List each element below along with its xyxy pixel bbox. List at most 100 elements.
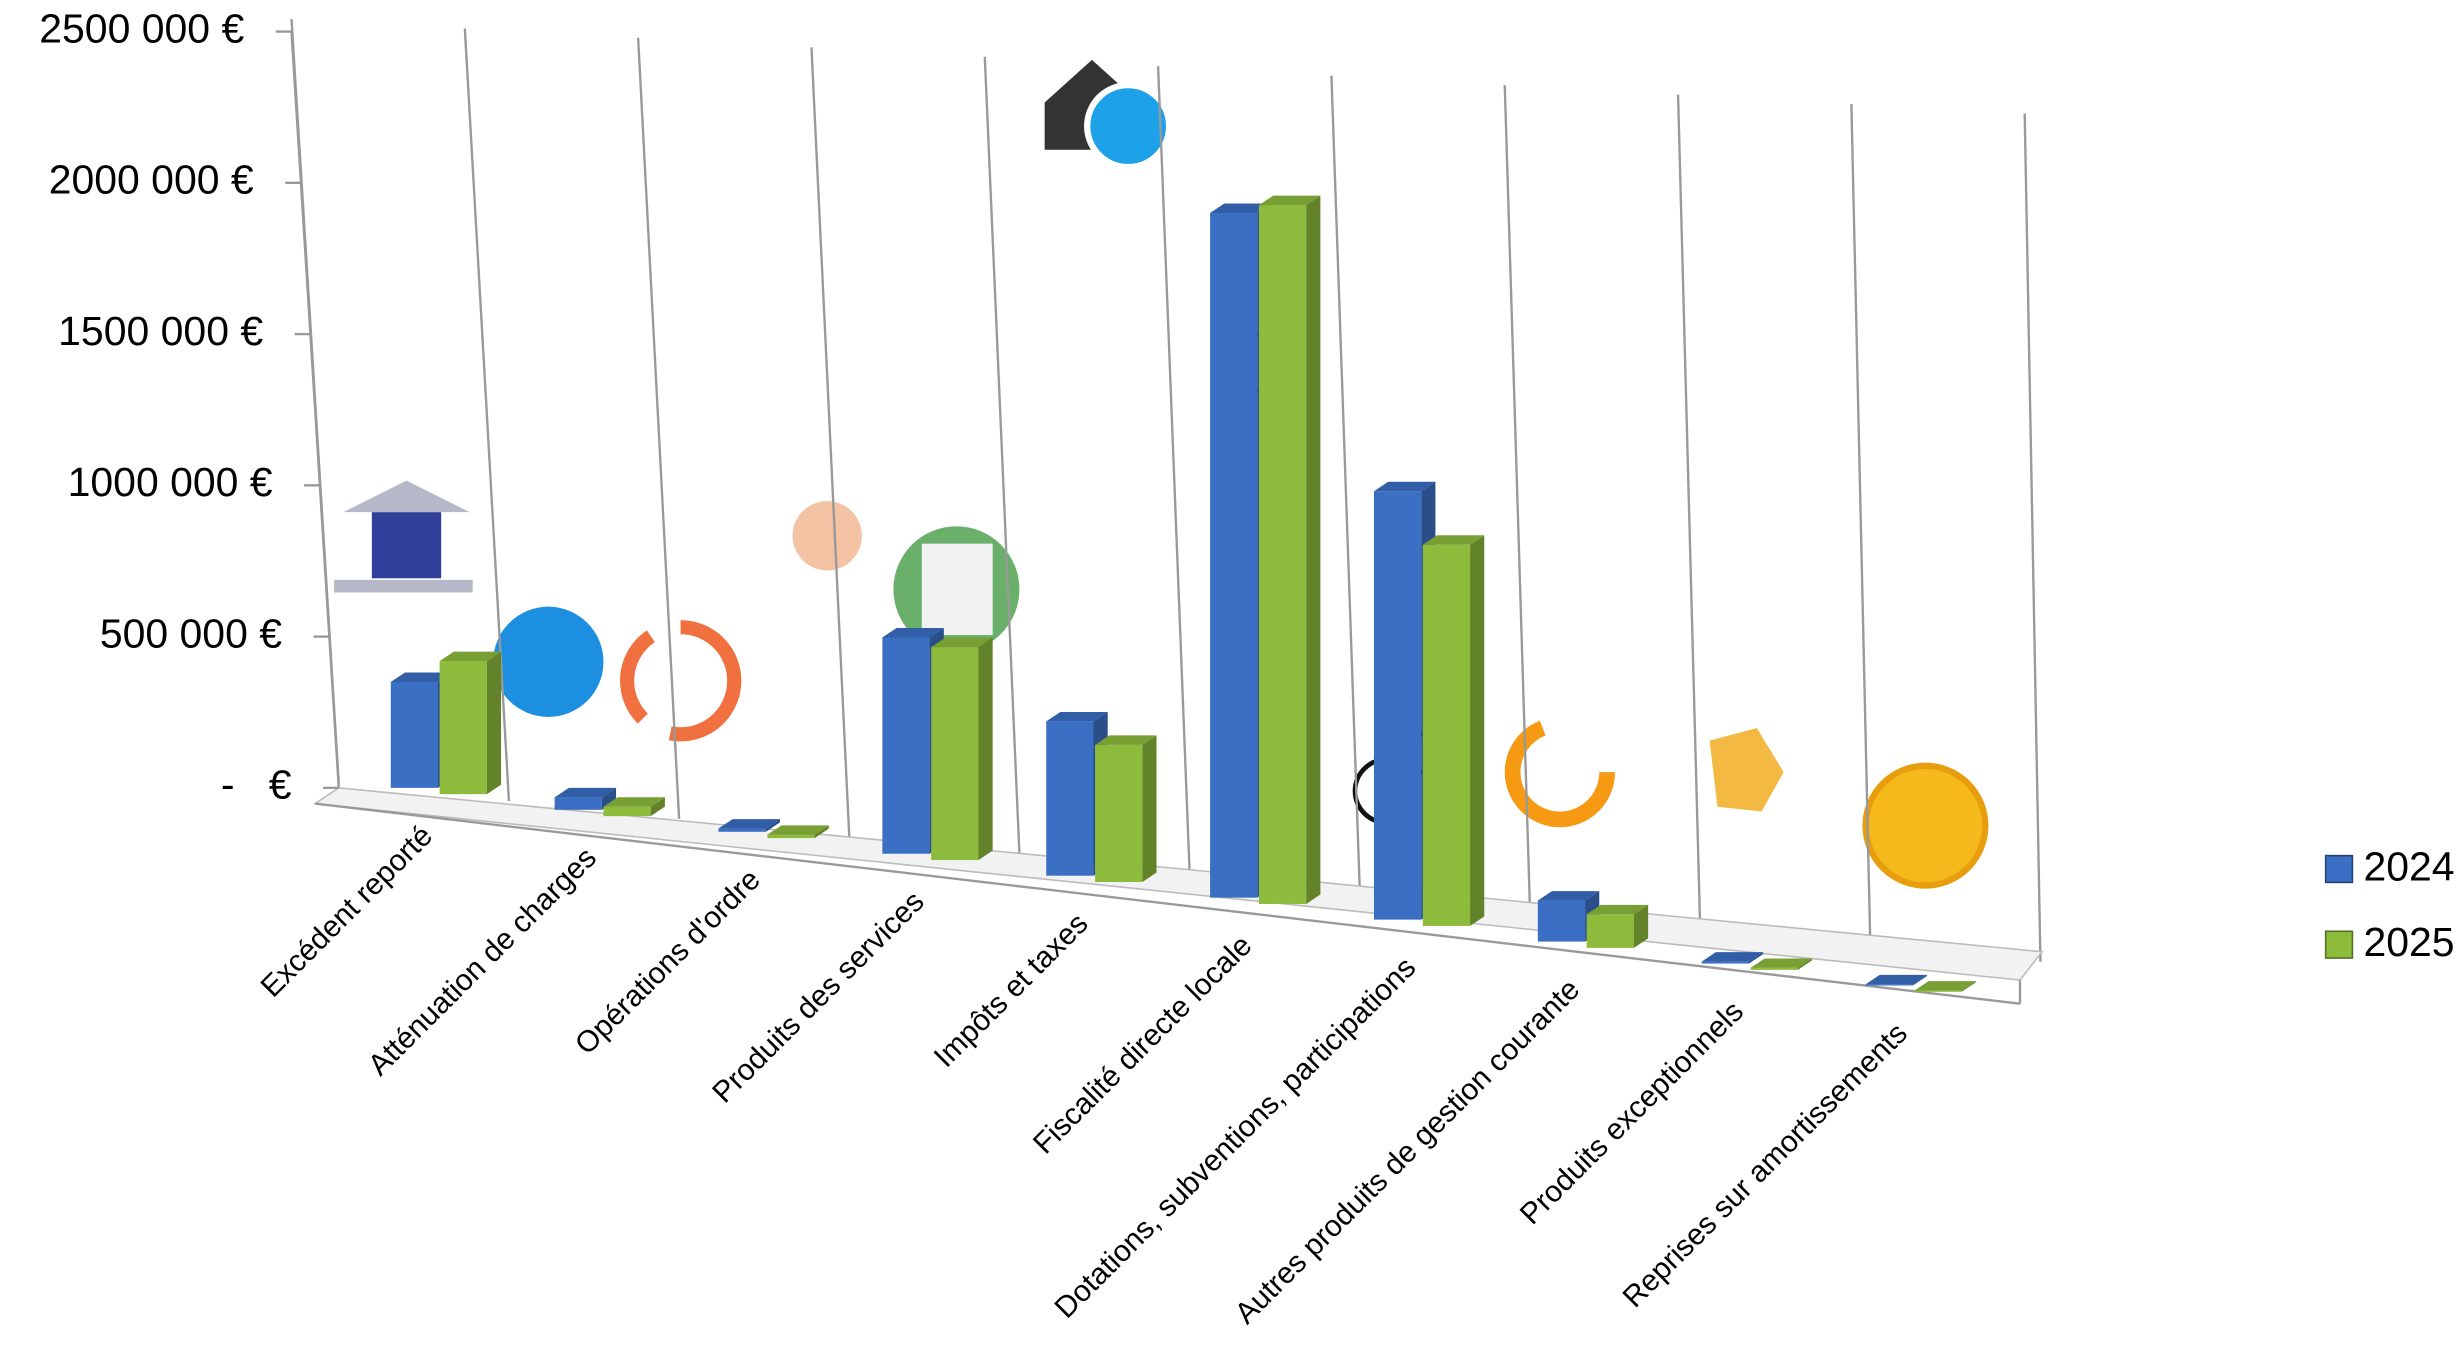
bar-side — [978, 637, 993, 861]
bar — [1095, 735, 1157, 883]
bar-top — [603, 797, 665, 807]
bar — [554, 787, 617, 810]
x-tick-label: Excédent reporté — [255, 819, 439, 1003]
bar-side — [601, 787, 617, 810]
bar-front — [1046, 721, 1094, 876]
bar-front — [767, 834, 815, 839]
y-axis — [290, 31, 340, 788]
icon-bank-base — [334, 579, 473, 593]
bar-top — [718, 819, 780, 829]
bar — [931, 637, 993, 861]
wall-line — [636, 37, 681, 819]
bar-top — [767, 825, 829, 835]
bar-front — [439, 661, 487, 795]
bar-front — [390, 681, 439, 788]
bar-side — [1633, 904, 1649, 948]
decorations — [334, 59, 1989, 889]
icon-exchange — [620, 620, 742, 742]
icon-people — [792, 501, 862, 571]
icon-house-coin — [1084, 81, 1173, 171]
bar-top — [439, 651, 502, 662]
x-tick-label: Produits des services — [706, 885, 930, 1109]
wall-line — [1850, 104, 1872, 944]
bar — [718, 819, 780, 832]
bar-side — [1470, 535, 1485, 926]
bar-top — [1373, 481, 1436, 492]
bar-side — [1142, 735, 1157, 883]
bar — [1914, 981, 1976, 992]
bar — [1258, 195, 1321, 904]
bar-top — [1586, 904, 1649, 915]
bar-side — [1912, 974, 1928, 986]
y-tick-label: 500 000 € — [100, 610, 282, 656]
bar-top — [1422, 535, 1485, 545]
bar-side — [814, 825, 829, 839]
y-tick-label: - € — [221, 762, 292, 808]
icon-france — [1709, 727, 1784, 812]
bar — [439, 651, 502, 795]
bar-top — [1095, 735, 1157, 745]
x-tick-label: Impôts et taxes — [928, 907, 1095, 1074]
bar — [1750, 958, 1812, 970]
bar-front — [1701, 961, 1749, 964]
bar-front — [718, 828, 766, 832]
icon-bank-roof — [343, 480, 470, 513]
y-tick-label: 1000 000 € — [68, 459, 273, 505]
bar-front — [1914, 990, 1962, 992]
bar-side — [1306, 195, 1321, 904]
wall-line — [1156, 66, 1191, 873]
floor-edge — [314, 802, 2021, 1005]
bar-top — [1701, 952, 1764, 962]
wall-line — [2023, 113, 2042, 962]
icon-bank — [371, 512, 442, 579]
bar-top — [882, 627, 944, 638]
bar — [767, 825, 829, 839]
bar-top — [1865, 974, 1928, 985]
bar-top — [1258, 195, 1321, 206]
bar-front — [931, 647, 979, 861]
bar — [1865, 974, 1928, 986]
wall-line — [1330, 75, 1361, 891]
bar-top — [1210, 203, 1272, 213]
bar-side — [650, 797, 665, 817]
wall-line — [463, 28, 511, 802]
bar-front — [1258, 205, 1307, 904]
bar-front — [554, 797, 602, 810]
bar-side — [1961, 981, 1976, 992]
bar-top — [1537, 891, 1600, 901]
bar-top — [1914, 981, 1976, 991]
icon-taxes-doc — [921, 543, 993, 636]
wall-line — [983, 56, 1021, 855]
y-tick-label: 1500 000 € — [58, 308, 263, 354]
bar-side — [1748, 952, 1764, 964]
bar-front — [1537, 900, 1586, 942]
bar-front — [1373, 491, 1422, 920]
bar — [603, 797, 665, 817]
y-tick-label: 2000 000 € — [49, 157, 254, 203]
legend-label: 2024 — [2363, 844, 2454, 890]
wall-line — [810, 47, 851, 837]
bar-front — [603, 806, 651, 817]
bar — [1422, 535, 1485, 926]
bar-front — [882, 637, 930, 854]
bar-front — [1750, 967, 1798, 970]
bar-front — [1865, 984, 1913, 986]
bar-front — [1210, 212, 1258, 898]
legend-swatch — [2324, 854, 2354, 884]
bar-top — [1750, 958, 1812, 968]
bar-top — [1046, 711, 1108, 722]
bar-front — [1586, 914, 1634, 948]
bar-top — [390, 672, 453, 682]
bar-top — [554, 787, 617, 798]
bar-front — [1422, 544, 1471, 926]
legend-label: 2025 — [2363, 919, 2454, 965]
wall-line — [1503, 85, 1532, 909]
bar-front — [1095, 744, 1143, 883]
bar — [1701, 952, 1764, 964]
icon-coin — [493, 606, 604, 717]
x-tick-label: Dotations, subventions, participations — [1048, 951, 1422, 1325]
bar — [1586, 904, 1649, 948]
bar-top — [931, 637, 993, 648]
